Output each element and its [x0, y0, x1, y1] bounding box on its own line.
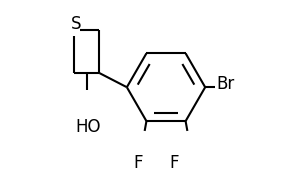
Text: F: F [169, 154, 179, 172]
Text: S: S [71, 15, 81, 33]
Text: Br: Br [217, 75, 235, 93]
Text: F: F [134, 154, 143, 172]
Text: HO: HO [76, 118, 101, 136]
